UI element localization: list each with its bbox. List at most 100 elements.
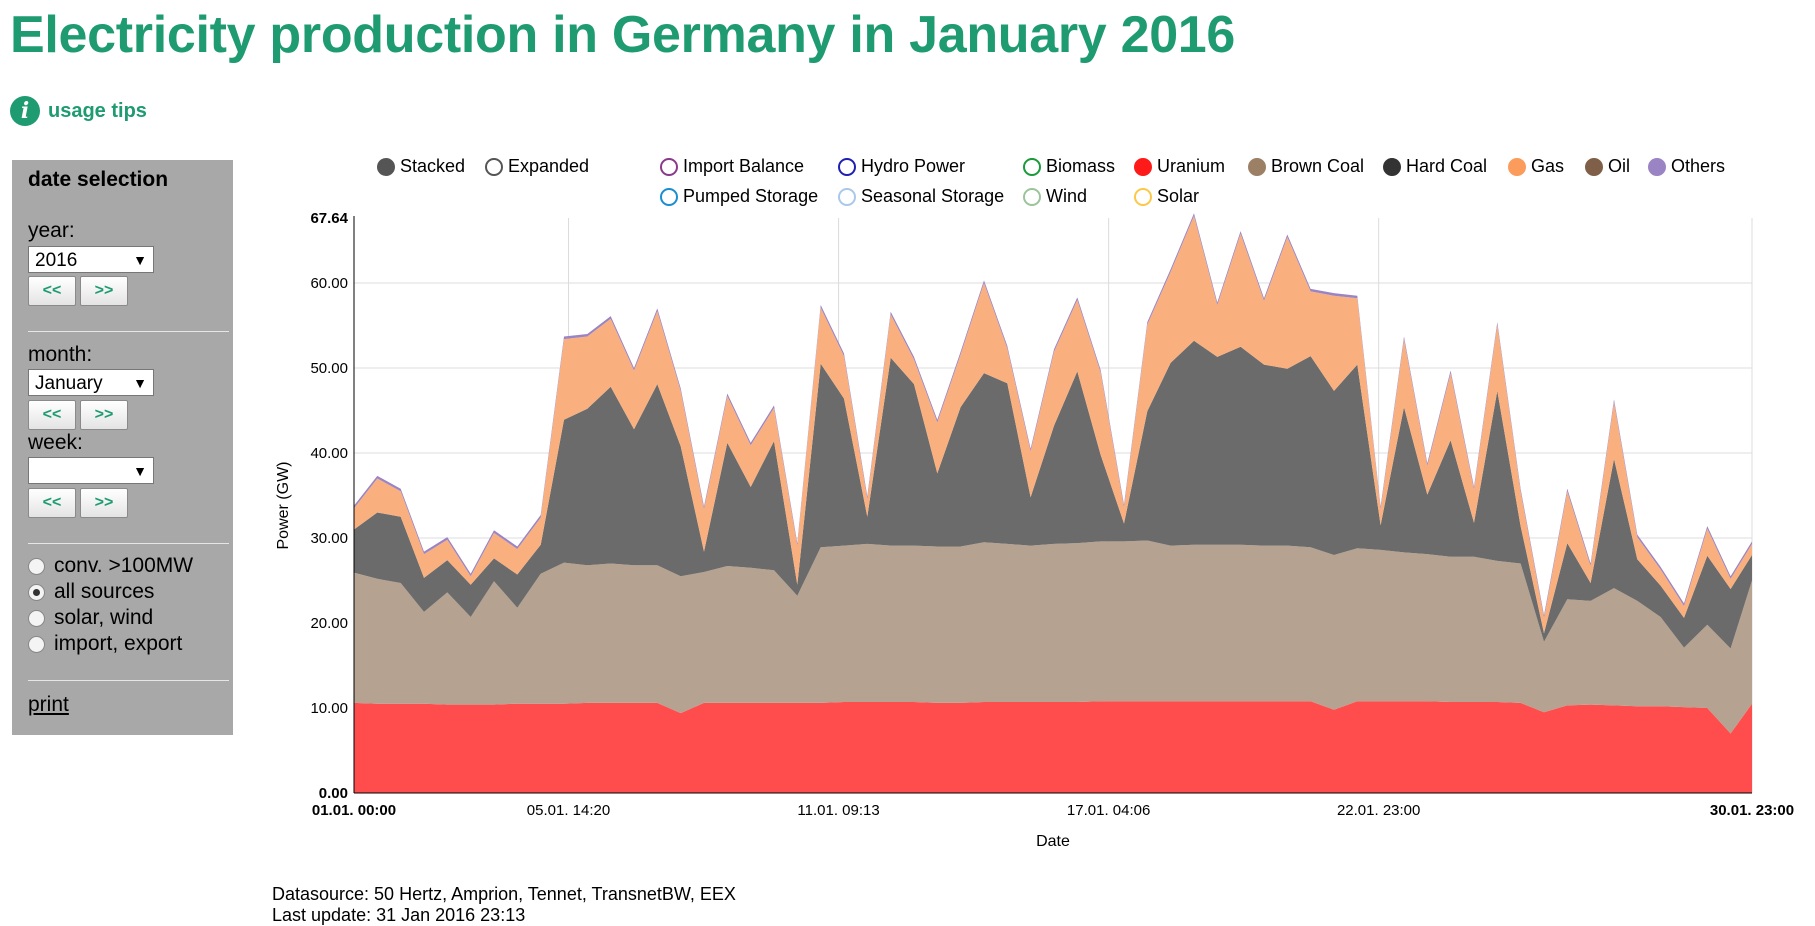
radio-label: import, export bbox=[54, 632, 183, 655]
legend-label: Hydro Power bbox=[861, 156, 966, 176]
legend-label: Hard Coal bbox=[1406, 156, 1488, 176]
year-next-button[interactable]: >> bbox=[80, 276, 128, 306]
legend-label: Gas bbox=[1531, 156, 1565, 176]
legend-dot-icon bbox=[1023, 187, 1041, 206]
y-tick-label: 50.00 bbox=[310, 360, 348, 377]
legend-label: Uranium bbox=[1157, 156, 1226, 176]
radio-button[interactable] bbox=[28, 609, 45, 627]
legend-dot-icon bbox=[1023, 157, 1041, 176]
date-selection-panel: date selection year: 2016 ▼ << >> month:… bbox=[12, 160, 233, 735]
chevron-down-icon: ▼ bbox=[133, 463, 147, 479]
legend-wind[interactable]: Wind bbox=[1023, 186, 1087, 207]
week-prev-button[interactable]: << bbox=[28, 488, 76, 518]
chart-legend: Stacked Expanded Import Balance Hydro Po… bbox=[0, 0, 1815, 240]
x-tick-label: 05.01. 14:20 bbox=[527, 802, 610, 819]
month-next-button[interactable]: >> bbox=[80, 400, 128, 430]
area-hard-coal bbox=[354, 340, 1752, 649]
legend-stacked[interactable]: Stacked bbox=[377, 156, 465, 177]
radio-button[interactable] bbox=[28, 557, 45, 575]
chevron-down-icon: ▼ bbox=[133, 252, 147, 268]
radio-button[interactable] bbox=[28, 583, 45, 601]
area-uranium bbox=[354, 701, 1752, 793]
y-tick-label: 10.00 bbox=[310, 700, 348, 717]
legend-uranium[interactable]: Uranium bbox=[1134, 156, 1225, 177]
legend-oil[interactable]: Oil bbox=[1585, 156, 1630, 177]
x-tick-label: 01.01. 00:00 bbox=[312, 802, 396, 819]
legend-label: Expanded bbox=[508, 156, 590, 176]
legend-label: Pumped Storage bbox=[683, 186, 819, 206]
power-chart: 0.00 10.00 20.00 30.00 40.00 50.00 60.00 67.64 0… bbox=[275, 210, 1794, 850]
x-axis-title: Date bbox=[1036, 833, 1070, 850]
week-select[interactable]: ▼ bbox=[28, 457, 154, 484]
legend-expanded[interactable]: Expanded bbox=[485, 156, 589, 177]
radio-solar-wind[interactable]: solar, wind bbox=[28, 606, 153, 630]
week-label: week: bbox=[28, 431, 83, 454]
legend-import-balance[interactable]: Import Balance bbox=[660, 156, 804, 177]
panel-heading: date selection bbox=[28, 168, 169, 191]
legend-label: Seasonal Storage bbox=[861, 186, 1005, 206]
legend-dot-icon bbox=[485, 157, 503, 176]
month-label: month: bbox=[28, 343, 93, 366]
legend-label: Stacked bbox=[400, 156, 466, 176]
y-tick-label: 30.00 bbox=[310, 530, 348, 547]
legend-gas[interactable]: Gas bbox=[1508, 156, 1564, 177]
area-brown-coal bbox=[354, 540, 1752, 734]
area-gas bbox=[354, 215, 1752, 634]
legend-seasonal-storage[interactable]: Seasonal Storage bbox=[838, 186, 1004, 207]
radio-label: all sources bbox=[54, 580, 155, 603]
year-value: 2016 bbox=[35, 250, 78, 271]
info-icon[interactable]: i bbox=[10, 96, 40, 126]
month-prev-button[interactable]: << bbox=[28, 400, 76, 430]
legend-dot-icon bbox=[838, 157, 856, 176]
legend-pumped-storage[interactable]: Pumped Storage bbox=[660, 186, 818, 207]
divider bbox=[28, 331, 229, 332]
radio-all-sources[interactable]: all sources bbox=[28, 580, 154, 604]
last-update-text: Last update: 31 Jan 2016 23:13 bbox=[272, 905, 526, 925]
legend-dot-icon bbox=[1648, 157, 1666, 176]
month-value: January bbox=[35, 373, 103, 394]
usage-tips-link[interactable]: i usage tips bbox=[10, 96, 147, 126]
radio-import-export[interactable]: import, export bbox=[28, 632, 182, 656]
legend-dot-icon bbox=[1508, 157, 1526, 176]
legend-dot-icon bbox=[1134, 157, 1152, 176]
legend-label: Solar bbox=[1157, 186, 1200, 206]
legend-label: Brown Coal bbox=[1271, 156, 1365, 176]
radio-label: solar, wind bbox=[54, 606, 154, 629]
legend-dot-icon bbox=[1585, 157, 1603, 176]
x-tick-label: 11.01. 09:13 bbox=[797, 802, 879, 819]
legend-dot-icon bbox=[1134, 187, 1152, 206]
legend-dot-icon bbox=[838, 187, 856, 206]
chevron-down-icon: ▼ bbox=[133, 375, 147, 391]
legend-others[interactable]: Others bbox=[1648, 156, 1725, 177]
divider bbox=[28, 680, 229, 681]
year-label: year: bbox=[28, 219, 75, 242]
y-axis-title: Power (GW) bbox=[275, 462, 292, 550]
radio-label: conv. >100MW bbox=[54, 554, 194, 577]
legend-dot-icon bbox=[1383, 157, 1401, 176]
legend-solar[interactable]: Solar bbox=[1134, 186, 1199, 207]
legend-label: Import Balance bbox=[683, 156, 805, 176]
radio-conv[interactable]: conv. >100MW bbox=[28, 554, 193, 578]
legend-label: Wind bbox=[1046, 186, 1088, 206]
datasource-text: Datasource: 50 Hertz, Amprion, Tennet, T… bbox=[272, 884, 736, 904]
radio-button[interactable] bbox=[28, 635, 45, 653]
year-prev-button[interactable]: << bbox=[28, 276, 76, 306]
y-tick-label: 60.00 bbox=[310, 275, 348, 292]
legend-dot-icon bbox=[660, 187, 678, 206]
month-select[interactable]: January ▼ bbox=[28, 369, 154, 396]
legend-brown-coal[interactable]: Brown Coal bbox=[1248, 156, 1364, 177]
print-link[interactable]: print bbox=[28, 693, 69, 716]
divider bbox=[28, 543, 229, 544]
x-tick-label: 22.01. 23:00 bbox=[1337, 802, 1420, 819]
page-title: Electricity production in Germany in Jan… bbox=[10, 6, 1236, 64]
y-tick-label: 20.00 bbox=[310, 615, 348, 632]
usage-tips-label[interactable]: usage tips bbox=[48, 99, 147, 122]
legend-biomass[interactable]: Biomass bbox=[1023, 156, 1115, 177]
y-max-label: 67.64 bbox=[310, 210, 348, 227]
week-next-button[interactable]: >> bbox=[80, 488, 128, 518]
legend-label: Oil bbox=[1608, 156, 1630, 176]
year-select[interactable]: 2016 ▼ bbox=[28, 246, 154, 273]
legend-hard-coal[interactable]: Hard Coal bbox=[1383, 156, 1487, 177]
legend-hydro-power[interactable]: Hydro Power bbox=[838, 156, 965, 177]
legend-label: Others bbox=[1671, 156, 1726, 176]
